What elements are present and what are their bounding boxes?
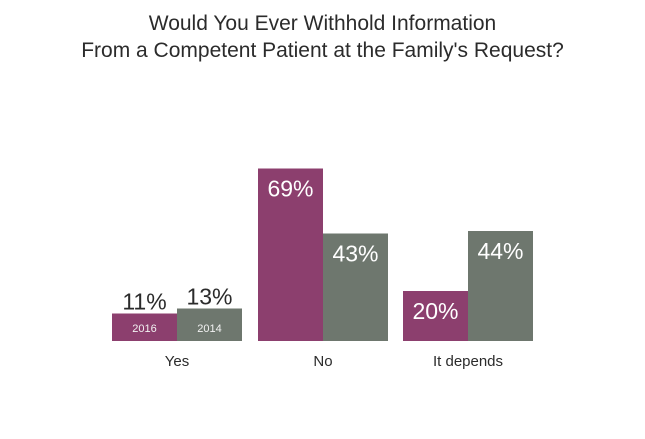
value-label-yes-2014: 13% bbox=[186, 284, 232, 310]
bar-it-depends-2016 bbox=[403, 291, 468, 341]
category-label-yes: Yes bbox=[165, 353, 189, 370]
bar-it-depends-2014 bbox=[468, 231, 533, 341]
chart-title-line-2: From a Competent Patient at the Family's… bbox=[81, 39, 564, 62]
value-label-it-depends-2014: 44% bbox=[477, 238, 523, 264]
bar-yes-2014 bbox=[177, 308, 242, 341]
bar-yes-2016 bbox=[112, 313, 177, 341]
category-label-no: No bbox=[313, 353, 332, 370]
bar-no-2014 bbox=[323, 233, 388, 341]
value-label-yes-2016: 11% bbox=[122, 289, 166, 315]
chart-title: Would You Ever Withhold Information From… bbox=[0, 10, 645, 64]
category-label-it-depends: It depends bbox=[433, 353, 503, 370]
series-label-2016: 2016 bbox=[132, 323, 156, 335]
value-label-no-2014: 43% bbox=[332, 241, 378, 267]
series-label-2014: 2014 bbox=[197, 323, 221, 335]
chart-title-line-1: Would You Ever Withhold Information bbox=[148, 12, 497, 35]
bar-no-2016 bbox=[258, 168, 323, 341]
value-label-no-2016: 69% bbox=[267, 176, 313, 202]
value-label-it-depends-2016: 20% bbox=[412, 298, 458, 324]
